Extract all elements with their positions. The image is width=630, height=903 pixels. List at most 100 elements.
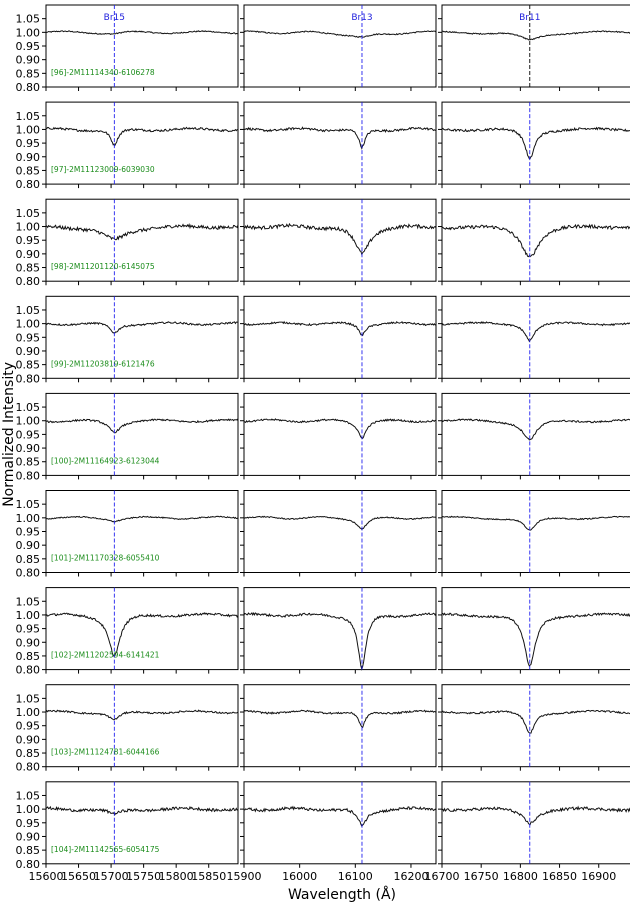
star-label: [100]-2M11164923-6123044 bbox=[51, 456, 160, 465]
y-tick-label: 0.80 bbox=[16, 567, 41, 580]
star-label: [98]-2M11201120-6145075 bbox=[51, 262, 155, 271]
panel: 1.051.000.950.900.850.80 Br15 [96]-2M11114… bbox=[16, 4, 239, 94]
spectrum-line bbox=[45, 515, 239, 523]
y-tick-label: 0.80 bbox=[16, 81, 41, 94]
y-tick-label: 0.85 bbox=[16, 262, 41, 275]
panel-frame bbox=[243, 4, 437, 88]
y-tick-label: 0.95 bbox=[16, 331, 41, 344]
panel-frame bbox=[243, 684, 437, 768]
star-label: [103]-2M11124781-6044166 bbox=[51, 748, 160, 757]
panel: 1.051.000.950.900.850.80 [99]-2M11203819-… bbox=[16, 295, 239, 385]
panel-frame bbox=[243, 295, 437, 379]
x-tick-label: 15900 bbox=[227, 870, 262, 883]
spectrum-line bbox=[243, 30, 437, 38]
y-tick-label: 1.00 bbox=[16, 318, 41, 331]
spectrum-line bbox=[243, 611, 437, 671]
star-label: [102]-2M11202594-6141421 bbox=[51, 651, 160, 660]
panel-frame bbox=[441, 490, 630, 573]
spectrum-line bbox=[45, 805, 239, 816]
y-tick-label: 1.05 bbox=[16, 13, 41, 26]
panel-frame bbox=[243, 587, 437, 671]
panel-frame bbox=[441, 684, 630, 768]
y-tick-label: 0.85 bbox=[16, 553, 41, 566]
y-tick-label: 0.80 bbox=[16, 178, 41, 191]
panel-grid: 1.051.000.950.900.850.80Br15[96]-2M11114… bbox=[16, 4, 630, 883]
x-tick-label: 15800 bbox=[159, 870, 194, 883]
y-tick-label: 0.90 bbox=[16, 345, 41, 358]
panel: Br11 bbox=[438, 4, 630, 91]
panel: 1.051.000.950.900.850.80 [103]-2M11124781… bbox=[16, 684, 239, 774]
spectrum-line bbox=[243, 805, 437, 828]
panel bbox=[438, 392, 630, 480]
panel bbox=[240, 684, 437, 771]
panel: Br13 bbox=[240, 4, 437, 91]
y-tick-label: 1.05 bbox=[16, 498, 41, 511]
x-tick-label: 16700 bbox=[425, 870, 460, 883]
y-tick-label: 1.00 bbox=[16, 512, 41, 525]
panel bbox=[240, 198, 437, 286]
x-tick-label: 15600 bbox=[29, 870, 64, 883]
panel bbox=[438, 101, 630, 189]
y-tick-label: 0.95 bbox=[16, 137, 41, 150]
y-tick-label: 0.85 bbox=[16, 164, 41, 177]
panel: 1.051.000.950.900.850.80 [97]-2M11123009-… bbox=[16, 101, 239, 191]
x-tick-label: 15850 bbox=[191, 870, 226, 883]
spectrum-line bbox=[243, 320, 437, 337]
x-axis-title: Wavelength (Å) bbox=[288, 886, 396, 903]
y-tick-label: 1.05 bbox=[16, 110, 41, 123]
x-tick-label: 15650 bbox=[61, 870, 96, 883]
panel: 1.051.000.950.900.850.80 [101]-2M11170328… bbox=[16, 490, 239, 580]
spectrum-line bbox=[441, 321, 630, 343]
panel-frame bbox=[243, 101, 437, 185]
y-tick-label: 1.05 bbox=[16, 692, 41, 705]
y-tick-label: 0.90 bbox=[16, 830, 41, 843]
x-tick-label: 15700 bbox=[94, 870, 129, 883]
y-tick-label: 1.00 bbox=[16, 221, 41, 234]
y-tick-label: 0.80 bbox=[16, 469, 41, 482]
line-name-label: Br15 bbox=[104, 13, 125, 23]
panel bbox=[438, 295, 630, 383]
panel-frame bbox=[441, 587, 630, 671]
x-tick-label: 15750 bbox=[126, 870, 161, 883]
y-tick-label: 0.95 bbox=[16, 526, 41, 539]
x-tick-label: 16900 bbox=[581, 870, 616, 883]
y-tick-label: 0.85 bbox=[16, 456, 41, 469]
panel bbox=[240, 295, 437, 383]
y-tick-label: 1.05 bbox=[16, 789, 41, 802]
panel: 15900 16000 16100 16200 bbox=[227, 781, 437, 883]
spectrum-line bbox=[45, 222, 239, 241]
y-tick-label: 0.85 bbox=[16, 650, 41, 663]
y-tick-label: 0.90 bbox=[16, 733, 41, 746]
x-tick-label: 16200 bbox=[393, 870, 428, 883]
panel bbox=[240, 392, 437, 480]
star-label: [104]-2M11142565-6054175 bbox=[51, 845, 160, 854]
spectrum-line bbox=[243, 222, 437, 256]
x-tick-label: 16000 bbox=[282, 870, 317, 883]
y-tick-label: 1.05 bbox=[16, 207, 41, 220]
panel bbox=[240, 587, 437, 674]
y-tick-label: 0.95 bbox=[16, 40, 41, 53]
star-label: [96]-2M11114340-6106278 bbox=[51, 68, 155, 77]
y-tick-label: 0.90 bbox=[16, 54, 41, 67]
y-tick-label: 0.80 bbox=[16, 761, 41, 774]
y-tick-label: 0.90 bbox=[16, 248, 41, 261]
y-tick-label: 0.90 bbox=[16, 442, 41, 455]
y-tick-label: 0.95 bbox=[16, 428, 41, 441]
star-label: [97]-2M11123009-6039030 bbox=[51, 165, 155, 174]
y-tick-label: 0.85 bbox=[16, 747, 41, 760]
y-tick-label: 0.95 bbox=[16, 817, 41, 830]
panel-frame bbox=[243, 198, 437, 282]
y-tick-label: 1.05 bbox=[16, 401, 41, 414]
y-tick-label: 0.95 bbox=[16, 720, 41, 733]
star-label: [101]-2M11170328-6055410 bbox=[51, 554, 160, 563]
panel: 1.051.000.950.900.850.80 [100]-2M11164923… bbox=[16, 392, 239, 482]
y-tick-label: 0.95 bbox=[16, 234, 41, 247]
spectrum-line bbox=[441, 612, 630, 667]
spectrum-line bbox=[45, 709, 239, 721]
y-tick-label: 0.85 bbox=[16, 844, 41, 857]
y-tick-label: 0.80 bbox=[16, 275, 41, 288]
panel bbox=[240, 101, 437, 189]
panel-frame bbox=[243, 490, 437, 573]
star-label: [99]-2M11203819-6121476 bbox=[51, 359, 155, 368]
panel: 1.051.000.950.900.850.80 [102]-2M11202594… bbox=[16, 587, 239, 677]
